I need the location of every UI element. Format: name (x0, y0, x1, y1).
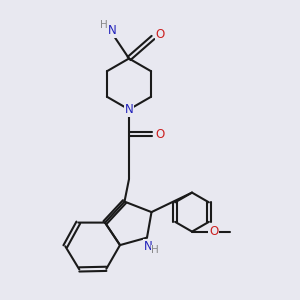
Text: N: N (144, 239, 153, 253)
Text: H: H (100, 20, 108, 31)
Text: O: O (156, 28, 165, 41)
Text: N: N (124, 103, 134, 116)
Text: O: O (209, 225, 218, 238)
Text: N: N (108, 24, 117, 37)
Text: O: O (155, 128, 164, 141)
Text: H: H (151, 245, 159, 255)
